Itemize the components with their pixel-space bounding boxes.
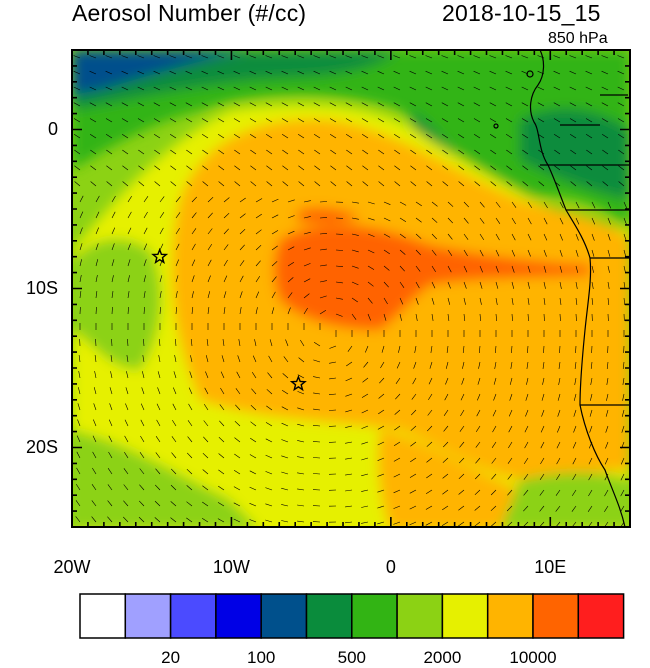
y-tick-label: 20S (25, 436, 58, 457)
x-tick-label: 20W (53, 557, 91, 577)
colorbar-swatch (577, 593, 625, 639)
marker-layer (151, 247, 307, 392)
x-tick-label: 10W (212, 557, 250, 577)
y-tick-label: 10S (25, 277, 58, 298)
aerosol-field (72, 50, 630, 527)
x-tick-label: 10E (534, 557, 567, 577)
star-marker (289, 374, 307, 392)
y-tick-label: 0 (47, 118, 58, 139)
colorbar (79, 593, 625, 639)
axis-ticks (71, 49, 631, 528)
colorbar-swatch (396, 593, 444, 639)
wind-vector-field (73, 55, 628, 527)
map-title: Aerosol Number (#/cc) (72, 0, 307, 26)
colorbar-label: 10000 (509, 648, 557, 667)
coastline (493, 50, 630, 527)
x-tick-label: 0 (385, 557, 396, 577)
colorbar-swatch (169, 593, 217, 639)
colorbar-swatch (124, 593, 172, 639)
colorbar-swatch (532, 593, 580, 639)
colorbar-swatch (215, 593, 262, 639)
colorbar-label: 2000 (423, 648, 462, 667)
star-marker (151, 247, 169, 265)
valid-datetime: 2018-10-15_15 (442, 0, 601, 26)
colorbar-swatch (79, 593, 127, 639)
colorbar-swatch (351, 593, 398, 639)
colorbar-swatch (486, 593, 534, 639)
colorbar-label: 100 (247, 648, 276, 667)
colorbar-swatch (305, 593, 353, 639)
pressure-level: 850 hPa (548, 30, 608, 47)
colorbar-swatch (441, 593, 489, 639)
colorbar-label: 500 (337, 648, 366, 667)
colorbar-label: 20 (161, 648, 181, 667)
colorbar-swatch (260, 593, 308, 639)
